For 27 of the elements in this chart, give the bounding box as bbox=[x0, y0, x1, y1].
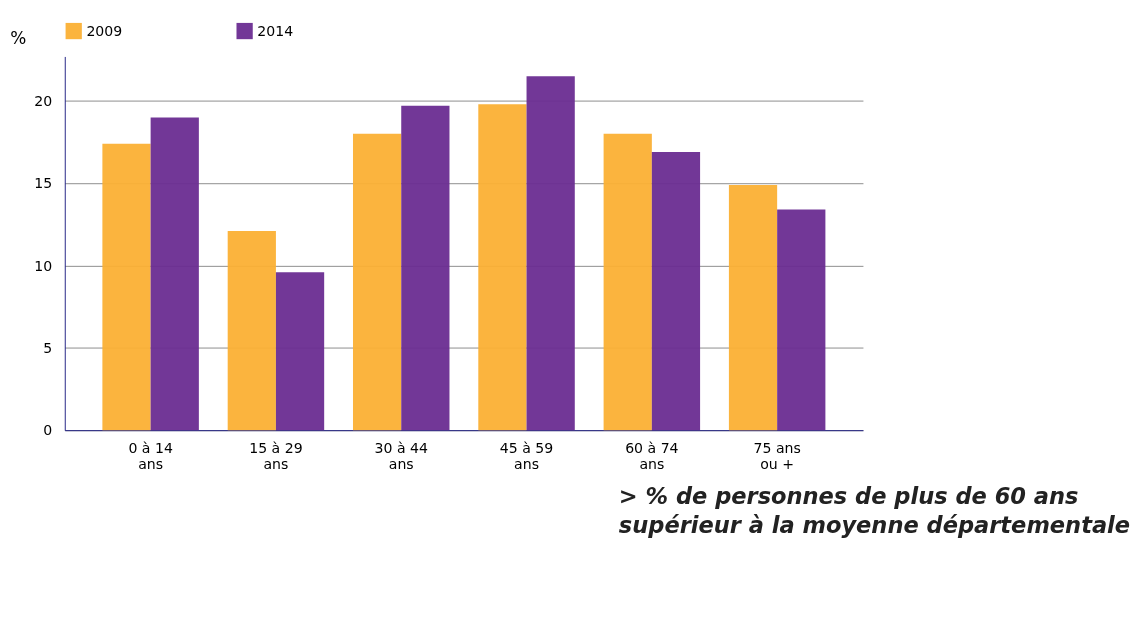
y-axis-title: % bbox=[10, 27, 27, 48]
bar bbox=[227, 231, 276, 431]
bar bbox=[728, 184, 778, 431]
y-tick-label: 20 bbox=[34, 93, 53, 110]
x-tick-label: 75 ans ou + bbox=[753, 440, 801, 473]
bar bbox=[603, 133, 652, 431]
bar bbox=[777, 209, 826, 431]
bar bbox=[102, 143, 151, 431]
legend-label: 2009 bbox=[86, 22, 123, 39]
bar bbox=[352, 133, 402, 431]
x-tick-label: 45 à 59 ans bbox=[499, 440, 554, 473]
x-tick-label: 15 à 29 ans bbox=[249, 440, 303, 473]
text: > % de personnes de plus de 60 ans supérieur à la moyenne départementale bbox=[618, 483, 1131, 538]
x-tick-label: 0 à 14 ans bbox=[128, 440, 173, 473]
bar bbox=[478, 104, 527, 431]
y-tick-label: 10 bbox=[34, 257, 53, 274]
bar bbox=[651, 151, 701, 431]
y-tick-label: 5 bbox=[43, 340, 53, 357]
y-tick-label: 0 bbox=[43, 422, 53, 439]
x-tick-label: 60 à 74 ans bbox=[625, 440, 679, 473]
bar bbox=[401, 105, 450, 431]
legend-label: 2014 bbox=[257, 22, 294, 39]
x-tick-label: 30 à 44 ans bbox=[374, 440, 428, 473]
bar bbox=[275, 272, 325, 431]
bar bbox=[150, 117, 199, 431]
y-tick-label: 15 bbox=[34, 175, 53, 192]
bar bbox=[526, 76, 575, 431]
